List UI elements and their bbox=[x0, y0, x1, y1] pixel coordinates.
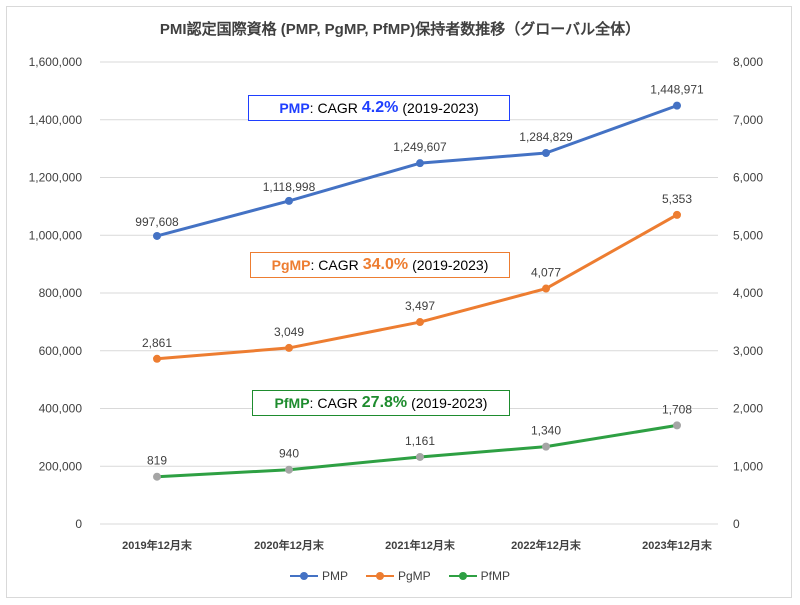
data-label-pgmp: 5,353 bbox=[662, 192, 692, 206]
cagr-period: (2019-2023) bbox=[402, 100, 479, 116]
data-label-pmp: 1,118,998 bbox=[263, 180, 316, 194]
right-tick-label: 0 bbox=[733, 517, 740, 531]
left-tick-label: 1,600,000 bbox=[29, 55, 83, 69]
data-label-pmp: 1,249,607 bbox=[393, 140, 447, 154]
cagr-series-name: PfMP bbox=[274, 395, 310, 411]
cagr-value: 4.2% bbox=[361, 99, 399, 116]
cagr-label: CAGR bbox=[317, 395, 358, 411]
data-point-pgmp bbox=[673, 210, 681, 219]
legend-swatch-pfmp bbox=[448, 571, 477, 581]
x-tick-label: 2020年12月末 bbox=[254, 538, 325, 552]
data-point-pmp bbox=[542, 149, 550, 158]
legend-label-pfmp: PfMP bbox=[480, 569, 511, 583]
data-point-pfmp bbox=[285, 465, 293, 474]
right-tick-label: 5,000 bbox=[733, 228, 763, 242]
x-tick-label: 2019年12月末 bbox=[122, 538, 193, 552]
data-point-pmp bbox=[285, 196, 293, 205]
left-tick-label: 0 bbox=[75, 517, 82, 531]
right-tick-label: 2,000 bbox=[733, 402, 763, 416]
right-tick-label: 7,000 bbox=[733, 113, 763, 127]
left-tick-label: 800,000 bbox=[39, 286, 83, 300]
series-line-pgmp bbox=[156, 213, 678, 361]
cagr-series-name: PgMP bbox=[271, 257, 311, 273]
right-tick-label: 4,000 bbox=[733, 286, 763, 300]
left-tick-label: 200,000 bbox=[39, 459, 83, 473]
left-tick-label: 1,400,000 bbox=[29, 113, 83, 127]
cagr-label: CAGR bbox=[318, 257, 359, 273]
data-point-pgmp bbox=[542, 284, 550, 293]
cagr-annotation-pmp: PMP: CAGR 4.2% (2019-2023) bbox=[248, 95, 510, 121]
left-tick-label: 1,000,000 bbox=[29, 228, 83, 242]
chart-title: PMI認定国際資格 (PMP, PgMP, PfMP)保持者数推移（グローバル全… bbox=[159, 21, 641, 38]
legend-item-pgmp: PgMP bbox=[365, 569, 431, 583]
cagr-value: 27.8% bbox=[361, 394, 408, 411]
legend-swatch-pgmp bbox=[365, 571, 394, 581]
left-tick-label: 1,200,000 bbox=[29, 171, 83, 185]
data-point-pmp bbox=[673, 101, 681, 110]
right-tick-label: 3,000 bbox=[733, 344, 763, 358]
legend-swatch-pmp bbox=[289, 571, 318, 581]
left-tick-label: 600,000 bbox=[39, 344, 83, 358]
legend-label-pgmp: PgMP bbox=[397, 569, 431, 583]
right-tick-label: 1,000 bbox=[733, 459, 763, 473]
x-axis-ticks: 2019年12月末 2020年12月末 2021年12月末 2022年12月末 2023… bbox=[122, 538, 713, 552]
data-label-pgmp: 4,077 bbox=[531, 266, 561, 280]
data-point-pmp bbox=[416, 159, 424, 168]
data-point-pgmp bbox=[416, 318, 424, 327]
cagr-annotation-pfmp: PfMP: CAGR 27.8% (2019-2023) bbox=[252, 390, 510, 416]
x-tick-label: 2022年12月末 bbox=[511, 538, 582, 552]
cagr-label: CAGR bbox=[317, 100, 358, 116]
series-line-pmp bbox=[156, 104, 678, 238]
data-label-pfmp: 1,340 bbox=[531, 424, 561, 438]
data-label-pgmp: 3,049 bbox=[274, 325, 304, 339]
right-tick-label: 6,000 bbox=[733, 171, 763, 185]
data-point-pgmp bbox=[285, 343, 293, 352]
data-point-pgmp bbox=[153, 354, 161, 363]
data-point-pfmp bbox=[416, 452, 424, 461]
series-lines bbox=[153, 101, 681, 481]
gridlines bbox=[100, 61, 718, 525]
right-tick-label: 8,000 bbox=[733, 55, 763, 69]
legend-item-pfmp: PfMP bbox=[448, 569, 511, 583]
data-point-pmp bbox=[153, 231, 161, 240]
cagr-period: (2019-2023) bbox=[412, 257, 489, 273]
cagr-series-name: PMP bbox=[279, 100, 310, 116]
data-point-pfmp bbox=[153, 472, 161, 481]
cagr-value: 34.0% bbox=[362, 256, 409, 273]
x-tick-label: 2023年12月末 bbox=[642, 538, 713, 552]
data-point-pfmp bbox=[673, 421, 681, 430]
data-labels: 997,608 1,118,998 1,249,607 1,284,829 1,448,… bbox=[135, 83, 704, 468]
data-label-pmp: 997,608 bbox=[135, 215, 179, 229]
x-tick-label: 2021年12月末 bbox=[385, 538, 456, 552]
cagr-period: (2019-2023) bbox=[411, 395, 488, 411]
legend-label-pmp: PMP bbox=[321, 569, 348, 583]
left-axis-ticks: 0 200,000 400,000 600,000 800,000 1,000,000 1,… bbox=[29, 55, 83, 531]
data-label-pgmp: 2,861 bbox=[142, 336, 172, 350]
data-label-pfmp: 819 bbox=[147, 454, 167, 468]
data-label-pgmp: 3,497 bbox=[405, 299, 435, 313]
data-point-pfmp bbox=[542, 442, 550, 451]
data-label-pfmp: 1,708 bbox=[662, 402, 692, 416]
cagr-annotation-pgmp: PgMP: CAGR 34.0% (2019-2023) bbox=[250, 252, 510, 278]
data-label-pmp: 1,448,971 bbox=[650, 83, 704, 97]
left-tick-label: 400,000 bbox=[39, 402, 83, 416]
legend: PMP PgMP PfMP bbox=[0, 569, 800, 583]
data-label-pfmp: 940 bbox=[279, 447, 299, 461]
legend-item-pmp: PMP bbox=[289, 569, 348, 583]
data-label-pfmp: 1,161 bbox=[405, 434, 435, 448]
data-label-pmp: 1,284,829 bbox=[519, 130, 573, 144]
right-axis-ticks: 0 1,000 2,000 3,000 4,000 5,000 6,000 7,000 8,00… bbox=[733, 55, 763, 531]
